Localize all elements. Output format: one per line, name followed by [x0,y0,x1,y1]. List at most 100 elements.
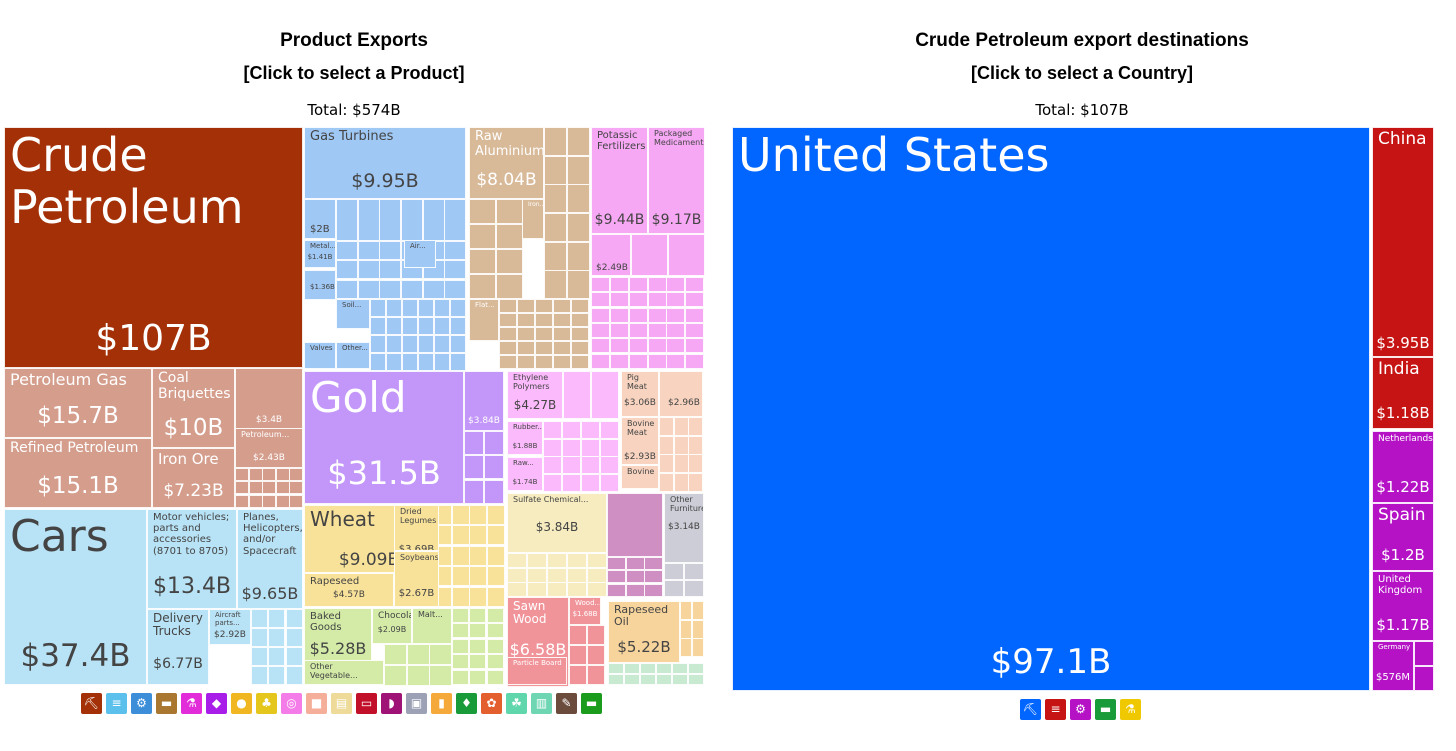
small-product-tile[interactable] [469,566,487,586]
small-product-tile[interactable] [659,454,674,473]
small-product-tile[interactable] [336,260,358,279]
small-product-tile[interactable] [469,639,486,654]
tile-motor-vehicles-parts-and-accessories-8701-to-8705[interactable]: Motor vehicles; parts and accessories (8… [147,509,237,609]
small-product-tile[interactable] [666,338,685,353]
small-product-tile[interactable] [648,292,667,307]
small-product-tile[interactable] [235,468,249,481]
small-product-tile[interactable] [608,674,624,685]
small-product-tile[interactable] [386,317,402,335]
machines-icon[interactable]: ⚙ [131,693,152,714]
tile-other[interactable]: Other... [336,342,370,369]
small-product-tile[interactable] [581,421,600,439]
small-product-tile[interactable] [600,439,619,457]
small-product-tile[interactable] [640,674,656,685]
small-product-tile[interactable] [423,280,445,299]
small-product-tile[interactable] [656,674,672,685]
small-product-tile[interactable] [484,480,504,504]
small-product-tile[interactable] [571,341,589,355]
small-product-tile[interactable] [607,584,626,597]
small-product-tile[interactable] [587,582,607,597]
small-product-tile[interactable] [626,557,645,570]
small-product-tile[interactable] [544,270,567,299]
small-product-tile[interactable] [464,480,484,504]
small-product-tile[interactable] [591,292,610,307]
tile-item-25[interactable]: $2.49B [591,234,631,276]
tile-gas-turbines[interactable]: Gas Turbines $9.95B [304,127,466,199]
textiles-icon[interactable]: ♦ [456,693,477,714]
small-product-tile[interactable] [268,666,285,685]
small-product-tile[interactable] [648,277,667,292]
small-product-tile[interactable] [648,323,667,338]
small-product-tile[interactable] [666,292,685,307]
small-product-tile[interactable] [644,584,663,597]
small-product-tile[interactable] [235,495,249,508]
small-product-tile[interactable] [674,473,689,492]
small-product-tile[interactable] [358,241,380,260]
small-product-tile[interactable] [664,563,684,580]
metals-icon[interactable]: ▬ [156,693,177,714]
small-product-tile[interactable] [487,639,504,654]
tile-delivery-trucks[interactable]: Delivery Trucks $6.77B [147,609,209,685]
small-product-tile[interactable] [610,292,629,307]
small-product-tile[interactable] [571,299,589,313]
small-product-tile[interactable] [600,474,619,492]
mineral-products-icon[interactable]: ⛏ [81,693,102,714]
small-product-tile[interactable] [581,439,600,457]
small-product-tile[interactable] [543,456,562,474]
small-product-tile[interactable] [674,436,689,455]
small-product-tile[interactable] [553,355,571,369]
small-product-tile[interactable] [286,666,303,685]
small-product-tile[interactable] [517,341,535,355]
small-product-tile[interactable] [444,241,466,260]
small-product-tile[interactable] [535,355,553,369]
small-product-tile[interactable] [517,299,535,313]
small-product-tile[interactable] [684,563,704,580]
small-product-tile[interactable] [587,665,605,685]
small-product-tile[interactable] [469,199,496,224]
small-product-tile[interactable] [626,584,645,597]
small-product-tile[interactable] [688,473,703,492]
wood-products-icon[interactable]: ✿ [481,693,502,714]
small-product-tile[interactable] [469,546,487,566]
small-product-tile[interactable] [544,127,567,156]
tile-raw-aluminium[interactable]: Raw Aluminium $8.04B [469,127,544,199]
small-product-tile[interactable] [336,199,358,241]
small-product-tile[interactable] [624,674,640,685]
small-product-tile[interactable] [386,299,402,317]
small-product-tile[interactable] [496,274,523,299]
tile-china[interactable]: China $3.95B [1372,127,1434,357]
small-product-tile[interactable] [384,644,407,665]
tile-petroleum[interactable]: Petroleum... $2.43B [235,428,303,468]
tile-valves[interactable]: Valves [304,342,336,369]
tile-iron[interactable]: Iron... [522,199,544,239]
tile-bovine[interactable]: Bovine [621,465,659,489]
small-product-tile[interactable] [626,570,645,583]
small-product-tile[interactable] [249,468,263,481]
small-product-tile[interactable] [469,249,496,274]
arts-antiques-icon[interactable]: ✎ [556,693,577,714]
small-product-tile[interactable] [418,335,434,353]
small-product-tile[interactable] [251,609,268,628]
small-product-tile[interactable] [423,199,445,241]
small-product-tile[interactable] [235,481,249,494]
small-product-tile[interactable] [464,455,484,479]
tile-bovine-meat[interactable]: Bovine Meat $2.93B [621,417,659,465]
small-product-tile[interactable] [507,553,527,568]
small-product-tile[interactable] [567,213,590,242]
small-product-tile[interactable] [384,665,407,686]
small-product-tile[interactable] [469,274,496,299]
small-product-tile[interactable] [402,299,418,317]
small-product-tile[interactable] [543,421,562,439]
small-product-tile[interactable] [685,354,704,369]
small-product-tile[interactable] [674,454,689,473]
small-product-tile[interactable] [487,623,504,638]
small-product-tile[interactable] [543,439,562,457]
small-product-tile[interactable] [648,354,667,369]
tile-planes-helicopters-and-or-spacecraft[interactable]: Planes, Helicopters, and/or Spacecraft $9… [237,509,303,609]
small-product-tile[interactable] [1414,641,1434,666]
small-product-tile[interactable] [610,338,629,353]
small-product-tile[interactable] [587,645,605,665]
animal-hides-icon[interactable]: ■ [306,693,327,714]
small-product-tile[interactable] [629,277,648,292]
small-product-tile[interactable] [469,587,487,607]
